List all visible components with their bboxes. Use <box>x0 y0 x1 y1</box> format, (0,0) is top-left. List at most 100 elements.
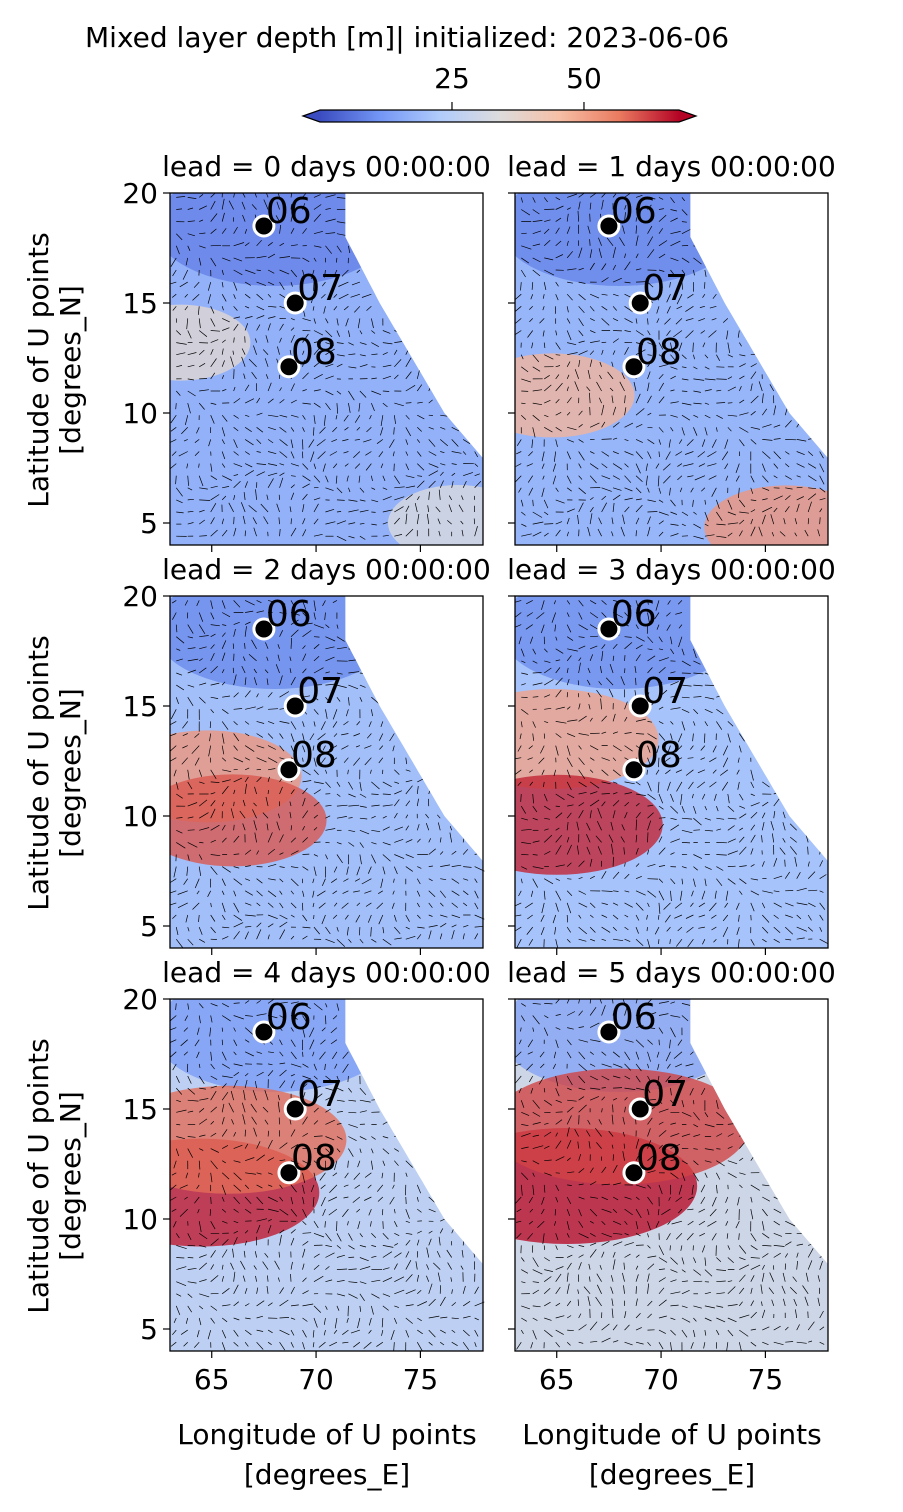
current-arrow <box>290 1196 294 1205</box>
current-arrow <box>658 197 664 200</box>
current-arrow <box>221 360 225 367</box>
current-arrow <box>647 1140 652 1149</box>
current-arrow <box>693 1160 699 1166</box>
current-arrow <box>427 505 430 513</box>
current-arrow <box>725 1221 729 1226</box>
current-arrow <box>279 242 285 247</box>
current-arrow <box>321 1027 326 1032</box>
current-arrow <box>532 521 544 525</box>
station-marker <box>252 617 276 641</box>
current-arrow <box>578 1196 585 1200</box>
current-arrow <box>302 695 311 698</box>
current-arrow <box>578 1341 584 1344</box>
current-arrow <box>784 859 786 867</box>
current-arrow <box>417 866 422 869</box>
current-arrow <box>394 937 402 940</box>
current-arrow <box>727 1280 733 1283</box>
current-arrow <box>309 733 315 741</box>
current-arrow <box>635 217 638 222</box>
current-arrow <box>670 1122 676 1125</box>
current-arrow <box>313 1275 324 1283</box>
current-arrow <box>588 704 591 710</box>
current-arrow <box>819 517 821 525</box>
current-arrow <box>693 684 703 687</box>
current-arrow <box>658 1299 667 1307</box>
current-arrow <box>336 245 342 253</box>
current-arrow <box>635 330 644 336</box>
current-arrow <box>543 781 545 788</box>
current-arrow <box>187 1087 196 1095</box>
current-arrow <box>405 1251 410 1258</box>
current-arrow <box>555 342 561 350</box>
current-arrow <box>440 1329 446 1334</box>
current-arrow <box>658 1315 667 1319</box>
current-arrow <box>187 697 194 706</box>
current-arrow <box>529 1208 533 1213</box>
current-arrow <box>333 866 338 873</box>
current-arrow <box>267 789 269 795</box>
current-arrow <box>773 463 779 469</box>
current-arrow <box>796 1243 804 1246</box>
current-arrow <box>210 529 218 537</box>
current-arrow <box>394 475 400 484</box>
current-arrow <box>210 1196 212 1205</box>
current-arrow <box>222 769 232 773</box>
current-arrow <box>267 832 273 843</box>
current-arrow <box>699 1232 706 1237</box>
current-arrow <box>789 823 797 831</box>
current-arrow <box>711 318 717 321</box>
current-arrow <box>610 1286 614 1294</box>
current-arrow <box>248 358 257 368</box>
current-arrow <box>532 269 541 277</box>
current-arrow <box>693 854 703 859</box>
current-arrow <box>647 330 651 336</box>
current-arrow <box>808 902 816 908</box>
current-arrow <box>253 527 257 537</box>
current-arrow <box>619 381 625 392</box>
current-arrow <box>210 1221 216 1230</box>
current-arrow <box>527 757 533 760</box>
current-arrow <box>727 878 736 885</box>
current-arrow <box>578 890 587 895</box>
panel-title: lead = 5 days 00:00:00 <box>507 956 836 989</box>
current-arrow <box>462 902 468 907</box>
current-arrow <box>658 1088 662 1095</box>
current-arrow <box>620 836 625 843</box>
current-arrow <box>210 372 216 380</box>
current-arrow <box>290 1261 293 1270</box>
current-arrow <box>185 1317 189 1324</box>
current-arrow <box>222 936 229 940</box>
current-arrow <box>566 862 572 867</box>
current-arrow <box>332 281 338 287</box>
current-arrow <box>624 193 634 198</box>
current-arrow <box>647 1012 657 1016</box>
current-arrow <box>794 532 798 537</box>
current-arrow <box>333 463 338 469</box>
current-arrow <box>394 781 400 784</box>
current-arrow <box>302 866 309 871</box>
current-arrow <box>544 426 553 433</box>
current-arrow <box>613 1087 623 1089</box>
current-arrow <box>612 655 615 661</box>
current-arrow <box>302 780 312 783</box>
current-arrow <box>171 1208 177 1212</box>
current-arrow <box>578 350 588 356</box>
current-arrow <box>633 381 637 392</box>
colorbar-ticks: 25 50 <box>434 62 602 110</box>
current-arrow <box>233 914 243 921</box>
current-arrow <box>428 925 438 928</box>
current-arrow <box>796 1260 798 1270</box>
current-arrow <box>542 294 545 299</box>
current-arrow <box>693 672 704 675</box>
current-arrow <box>313 1232 325 1238</box>
current-arrow <box>520 269 526 278</box>
current-arrow <box>716 1329 720 1336</box>
current-arrow <box>348 1124 358 1128</box>
current-arrow <box>727 1329 734 1337</box>
current-arrow <box>378 451 384 458</box>
current-arrow <box>589 999 592 1004</box>
current-arrow <box>199 938 206 943</box>
current-arrow <box>170 721 177 726</box>
current-arrow <box>381 1209 384 1216</box>
current-arrow <box>222 388 227 392</box>
